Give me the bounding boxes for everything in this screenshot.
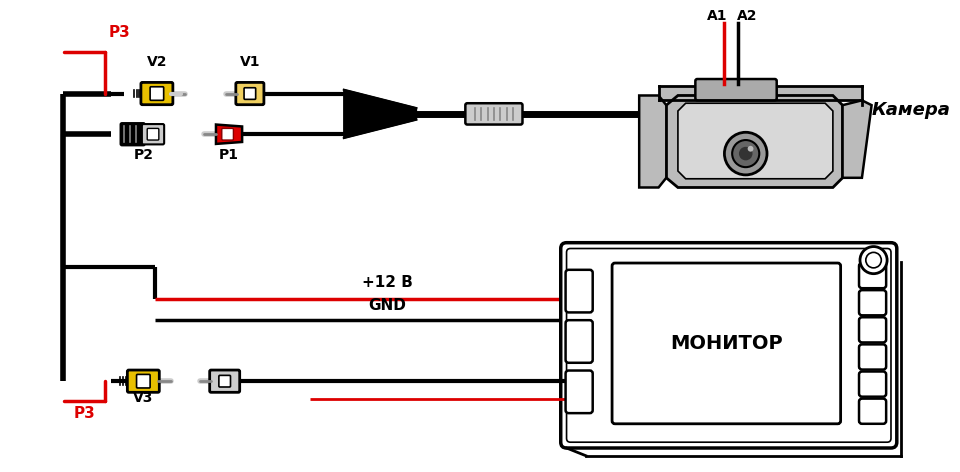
Polygon shape bbox=[344, 90, 417, 138]
Circle shape bbox=[725, 132, 767, 175]
FancyBboxPatch shape bbox=[136, 374, 150, 388]
FancyBboxPatch shape bbox=[859, 263, 886, 288]
Text: МОНИТОР: МОНИТОР bbox=[670, 334, 782, 353]
FancyBboxPatch shape bbox=[565, 371, 592, 413]
FancyBboxPatch shape bbox=[695, 79, 777, 101]
FancyBboxPatch shape bbox=[142, 124, 164, 144]
Circle shape bbox=[860, 246, 887, 274]
Circle shape bbox=[739, 147, 753, 160]
Circle shape bbox=[748, 146, 754, 152]
FancyBboxPatch shape bbox=[222, 128, 233, 140]
Polygon shape bbox=[843, 101, 872, 178]
FancyBboxPatch shape bbox=[565, 320, 592, 363]
Text: V2: V2 bbox=[147, 55, 167, 69]
FancyBboxPatch shape bbox=[565, 270, 592, 312]
FancyBboxPatch shape bbox=[561, 243, 897, 448]
Text: V1: V1 bbox=[240, 55, 260, 69]
Text: +12 В: +12 В bbox=[362, 275, 413, 290]
FancyBboxPatch shape bbox=[219, 375, 230, 387]
Polygon shape bbox=[639, 95, 666, 187]
FancyBboxPatch shape bbox=[236, 83, 264, 105]
FancyBboxPatch shape bbox=[859, 290, 886, 315]
FancyBboxPatch shape bbox=[128, 370, 159, 392]
FancyBboxPatch shape bbox=[859, 371, 886, 396]
Text: Камера: Камера bbox=[872, 101, 950, 119]
Polygon shape bbox=[666, 95, 843, 187]
Text: A2: A2 bbox=[737, 9, 757, 23]
FancyBboxPatch shape bbox=[859, 345, 886, 370]
Circle shape bbox=[866, 253, 881, 268]
Text: P1: P1 bbox=[219, 148, 238, 162]
Text: P2: P2 bbox=[133, 148, 154, 162]
Circle shape bbox=[732, 140, 759, 167]
FancyBboxPatch shape bbox=[141, 83, 173, 105]
FancyBboxPatch shape bbox=[612, 263, 841, 424]
Text: A1: A1 bbox=[708, 9, 728, 23]
FancyBboxPatch shape bbox=[466, 103, 522, 125]
FancyBboxPatch shape bbox=[147, 128, 158, 140]
FancyBboxPatch shape bbox=[566, 248, 891, 442]
Polygon shape bbox=[216, 125, 242, 144]
Text: P3: P3 bbox=[74, 406, 95, 421]
Polygon shape bbox=[659, 86, 862, 101]
Text: GND: GND bbox=[369, 298, 406, 313]
Polygon shape bbox=[678, 103, 833, 179]
FancyBboxPatch shape bbox=[859, 317, 886, 343]
Text: P3: P3 bbox=[108, 25, 131, 41]
Text: V3: V3 bbox=[133, 391, 154, 405]
FancyBboxPatch shape bbox=[859, 399, 886, 424]
FancyBboxPatch shape bbox=[209, 370, 240, 392]
FancyBboxPatch shape bbox=[244, 88, 255, 100]
FancyBboxPatch shape bbox=[150, 87, 163, 101]
FancyBboxPatch shape bbox=[121, 123, 145, 145]
